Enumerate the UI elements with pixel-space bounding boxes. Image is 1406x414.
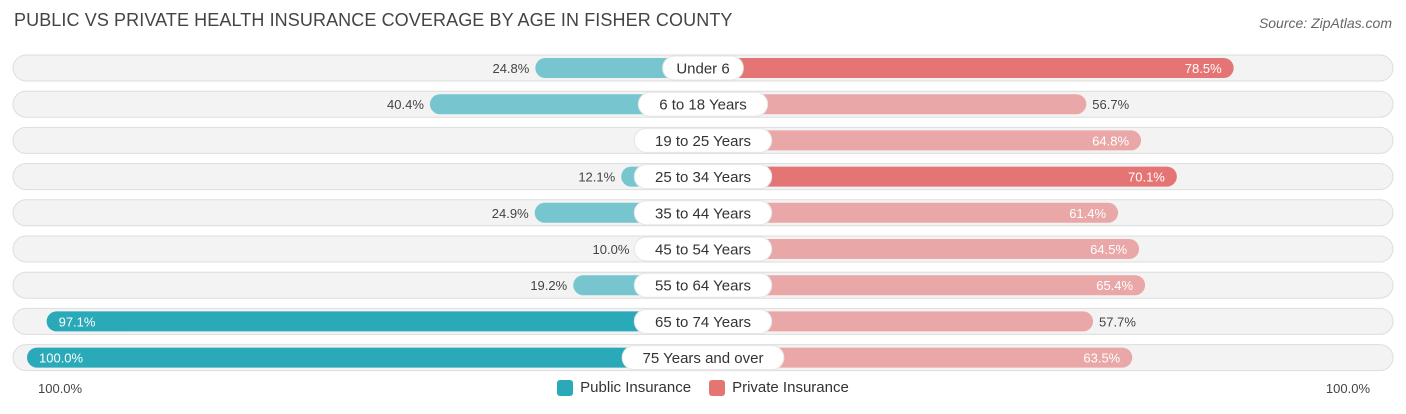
legend-swatch-public bbox=[557, 379, 574, 396]
category-pill bbox=[633, 308, 773, 334]
public-bar bbox=[535, 58, 703, 78]
private-value-label: 61.4% bbox=[1069, 206, 1106, 221]
public-value-label: 97.1% bbox=[59, 314, 96, 329]
public-bar bbox=[46, 311, 703, 332]
category-pill bbox=[633, 272, 773, 298]
category-pill bbox=[621, 345, 785, 371]
private-value-label: 57.7% bbox=[1099, 314, 1136, 329]
legend-item-public[interactable]: Public Insurance bbox=[557, 379, 691, 396]
chart-title: PUBLIC VS PRIVATE HEALTH INSURANCE COVER… bbox=[14, 10, 733, 30]
private-value-label: 63.5% bbox=[1083, 351, 1120, 366]
public-value-label: 19.2% bbox=[530, 278, 567, 293]
category-pill bbox=[633, 236, 773, 262]
category-label: 45 to 54 Years bbox=[655, 242, 751, 259]
public-bar bbox=[27, 347, 703, 368]
private-bar bbox=[703, 202, 1119, 223]
private-bar bbox=[703, 239, 1140, 259]
category-pill bbox=[637, 91, 769, 117]
legend-label-private: Private Insurance bbox=[732, 379, 849, 396]
public-value-label: 24.9% bbox=[492, 206, 529, 221]
private-value-label: 56.7% bbox=[1092, 97, 1129, 112]
category-label: 35 to 44 Years bbox=[655, 205, 751, 222]
category-label: 75 Years and over bbox=[643, 350, 764, 367]
axis-right-label: 100.0% bbox=[1325, 381, 1370, 396]
private-value-label: 78.5% bbox=[1185, 61, 1222, 76]
public-value-label: 100.0% bbox=[39, 351, 84, 366]
private-bar bbox=[703, 94, 1087, 115]
private-value-label: 64.8% bbox=[1092, 133, 1129, 148]
category-label: 55 to 64 Years bbox=[655, 278, 751, 295]
private-bar bbox=[703, 166, 1177, 187]
private-bar bbox=[703, 275, 1146, 296]
public-value-label: 12.1% bbox=[578, 170, 615, 185]
axis-left-label: 100.0% bbox=[38, 381, 83, 396]
public-bar bbox=[429, 94, 703, 115]
public-value-label: 10.0% bbox=[593, 242, 630, 257]
legend-item-private[interactable]: Private Insurance bbox=[709, 379, 849, 396]
private-bar bbox=[703, 130, 1142, 151]
private-bar bbox=[703, 311, 1094, 332]
category-pill bbox=[662, 55, 744, 81]
category-pill bbox=[633, 127, 773, 153]
category-label: 65 to 74 Years bbox=[655, 314, 751, 331]
private-bar bbox=[703, 58, 1234, 78]
private-value-label: 70.1% bbox=[1128, 170, 1165, 185]
category-pill bbox=[633, 164, 773, 190]
public-value-label: 40.4% bbox=[387, 97, 424, 112]
source-label: Source: ZipAtlas.com bbox=[1258, 15, 1392, 31]
legend-label-public: Public Insurance bbox=[580, 379, 692, 396]
legend-swatch-private bbox=[709, 379, 726, 396]
private-bar bbox=[703, 347, 1133, 368]
public-value-label: 24.8% bbox=[492, 61, 529, 76]
category-pill bbox=[633, 200, 773, 226]
category-label: 25 to 34 Years bbox=[655, 169, 751, 186]
private-value-label: 65.4% bbox=[1096, 278, 1133, 293]
legend: Public Insurance Private Insurance bbox=[0, 379, 1406, 396]
private-value-label: 64.5% bbox=[1090, 242, 1127, 257]
category-label: 6 to 18 Years bbox=[659, 97, 747, 114]
category-label: Under 6 bbox=[676, 61, 729, 78]
category-label: 19 to 25 Years bbox=[655, 133, 751, 150]
